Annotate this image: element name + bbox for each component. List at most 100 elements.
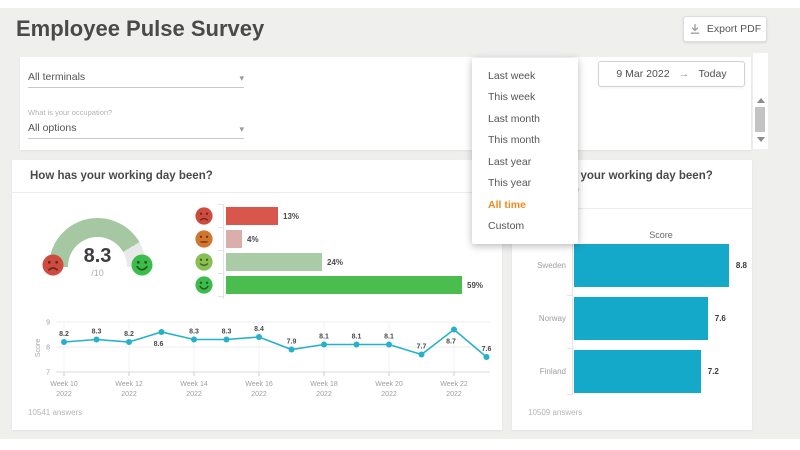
grin-emoji-icon <box>195 276 213 294</box>
left-panel-title: How has your working day been? <box>30 170 213 182</box>
trend-point <box>126 339 132 345</box>
axis-tick <box>218 250 223 251</box>
svg-text:8.1: 8.1 <box>384 334 394 341</box>
occupation-select[interactable]: All options ▾ <box>28 118 244 139</box>
axis-tick <box>567 295 572 296</box>
sentiment-distribution-chart: 13% 4% 24% 59% <box>195 207 483 299</box>
distribution-value-label: 4% <box>247 234 259 244</box>
trend-point <box>256 334 262 340</box>
export-pdf-button[interactable]: Export PDF <box>683 16 767 42</box>
distribution-value-label: 59% <box>467 280 484 290</box>
date-start: 9 Mar 2022 <box>616 68 670 80</box>
svg-text:8.4: 8.4 <box>254 326 264 333</box>
left-chart-panel: How has your working day been? 8.3 /10 1… <box>12 160 502 430</box>
score-column-header: Score <box>649 230 673 240</box>
terminal-label: Finland <box>539 367 566 376</box>
svg-text:7.9: 7.9 <box>287 339 297 346</box>
export-pdf-label: Export PDF <box>706 23 762 35</box>
terminal-label: Sweden <box>537 261 566 270</box>
filter-panel: All terminals ▾ What is your occupation?… <box>20 57 751 150</box>
date-range-menu: Last week This week Last month This month La… <box>472 58 578 244</box>
frown-emoji-icon <box>195 207 213 225</box>
trend-point <box>158 329 165 335</box>
distribution-axis <box>223 204 224 299</box>
svg-text:Week 14: Week 14 <box>180 381 208 388</box>
svg-text:8.3: 8.3 <box>189 329 199 336</box>
svg-text:8.1: 8.1 <box>352 334 362 341</box>
terminal-axis <box>572 242 573 395</box>
svg-text:8: 8 <box>46 345 50 352</box>
occupation-label: What is your occupation? <box>28 108 113 117</box>
svg-text:7: 7 <box>46 370 50 377</box>
svg-text:2022: 2022 <box>121 391 137 398</box>
divider <box>512 208 752 209</box>
svg-text:2022: 2022 <box>381 391 397 398</box>
axis-tick <box>567 394 572 395</box>
score-trend-chart: 9 8 7 Score 8.2 8.3 8.2 8.6 8.3 8.3 8.4 7.9 8.1 8.1 8.… <box>35 320 492 399</box>
svg-text:8.2: 8.2 <box>124 331 134 338</box>
arrow-right-icon: → <box>678 68 690 80</box>
svg-text:7.6: 7.6 <box>482 346 492 353</box>
gauge-happy-emoji <box>131 254 153 276</box>
svg-text:7.7: 7.7 <box>417 344 427 351</box>
date-end: Today <box>698 68 727 80</box>
trend-point <box>418 351 425 358</box>
menu-item-last-year[interactable]: Last year <box>488 155 532 168</box>
y-axis-label: Score <box>35 339 42 357</box>
trend-point <box>451 326 457 333</box>
right-answers-count: 10509 answers <box>528 408 583 417</box>
terminal-row-finland: Finland 7.2 <box>520 350 747 393</box>
terminal-select-value: All terminals <box>28 71 86 83</box>
distribution-row-happy: 24% <box>195 253 483 271</box>
terminal-score-bar <box>574 350 701 393</box>
distribution-row-unhappy: 4% <box>195 230 483 248</box>
svg-text:8.3: 8.3 <box>222 329 232 336</box>
axis-tick <box>218 296 223 297</box>
svg-text:2022: 2022 <box>316 391 332 398</box>
terminal-score-bar <box>574 244 729 287</box>
neutral-emoji-icon <box>195 230 213 248</box>
svg-text:8.1: 8.1 <box>319 334 329 341</box>
terminal-select[interactable]: All terminals ▾ <box>28 65 244 88</box>
filter-scrollbar <box>753 53 768 149</box>
trend-point <box>386 341 392 348</box>
terminal-score-value: 7.6 <box>714 314 726 323</box>
distribution-value-label: 24% <box>327 257 344 267</box>
axis-tick <box>218 227 223 228</box>
terminal-bars: Sweden 8.8 Norway 7.6 Finland 7.2 <box>520 244 747 403</box>
menu-item-this-month[interactable]: This month <box>488 134 540 147</box>
page-title: Employee Pulse Survey <box>16 16 265 41</box>
gauge-score: 8.3 <box>83 245 112 267</box>
trend-point <box>321 341 327 348</box>
chevron-down-icon: ▾ <box>239 73 244 83</box>
scrollbar-thumb[interactable] <box>755 107 765 132</box>
distribution-value-label: 13% <box>283 211 300 221</box>
distribution-bar <box>226 253 322 271</box>
scroll-down-arrow[interactable] <box>757 137 765 142</box>
occupation-select-value: All options <box>28 122 77 134</box>
svg-text:Week 22: Week 22 <box>440 381 468 388</box>
menu-item-last-week[interactable]: Last week <box>488 69 536 82</box>
scroll-up-arrow[interactable] <box>757 98 765 103</box>
download-icon <box>690 24 700 34</box>
trend-point <box>93 336 100 343</box>
date-range-button[interactable]: 9 Mar 2022 → Today <box>598 61 745 87</box>
terminal-row-sweden: Sweden 8.8 <box>520 244 747 287</box>
terminal-score-value: 7.2 <box>707 367 719 376</box>
terminal-score-value: 8.8 <box>735 261 747 270</box>
menu-item-custom[interactable]: Custom <box>488 220 525 233</box>
menu-item-this-year[interactable]: This year <box>488 177 532 190</box>
axis-tick <box>218 273 223 274</box>
svg-text:Week 18: Week 18 <box>310 381 338 388</box>
menu-item-this-week[interactable]: This week <box>488 91 536 104</box>
menu-item-all-time[interactable]: All time <box>488 198 526 211</box>
menu-item-last-month[interactable]: Last month <box>488 112 540 125</box>
distribution-bar <box>226 230 242 248</box>
smile-emoji-icon <box>195 253 213 271</box>
distribution-row-very-happy: 59% <box>195 276 483 294</box>
trend-point <box>191 336 197 343</box>
distribution-row-very-unhappy: 13% <box>195 207 483 225</box>
svg-text:8.6: 8.6 <box>154 341 164 348</box>
svg-text:Week 10: Week 10 <box>50 381 78 388</box>
